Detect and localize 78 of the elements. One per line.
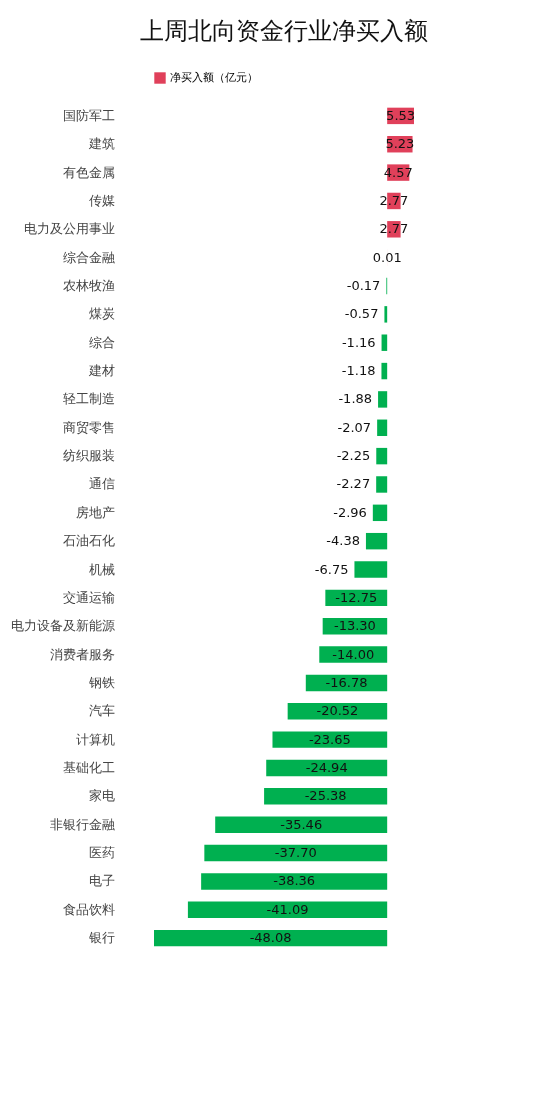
data-label: -24.94 [305, 759, 348, 775]
data-label: 5.53 [386, 107, 416, 123]
data-label: -2.27 [336, 476, 371, 492]
bar [215, 816, 388, 833]
data-label: -48.08 [249, 930, 292, 946]
bar [377, 419, 388, 436]
data-label: -14.00 [332, 646, 375, 662]
y-tick-label: 商贸零售 [62, 419, 115, 435]
y-tick-label: 钢铁 [87, 674, 115, 690]
data-label: 0.01 [372, 249, 402, 265]
y-tick-label: 纺织服装 [62, 448, 115, 464]
bar [204, 844, 388, 862]
bar [376, 447, 388, 465]
data-label: 2.77 [379, 221, 409, 237]
y-tick-label: 有色金属 [62, 164, 115, 180]
data-label: -2.07 [337, 419, 372, 435]
y-tick-label: 机械 [88, 561, 115, 577]
y-tick-label: 农林牧渔 [62, 278, 115, 294]
data-label: -1.18 [341, 363, 376, 379]
data-label: -35.46 [280, 816, 323, 832]
bar [381, 334, 388, 351]
y-tick-label: 传媒 [88, 192, 115, 208]
bar [354, 561, 388, 578]
bar [376, 476, 388, 493]
data-label: -23.65 [308, 731, 351, 747]
data-label: -38.36 [273, 873, 316, 889]
y-tick-label: 食品饮料 [62, 901, 115, 917]
legend-label: 净买入额（亿元） [170, 71, 258, 84]
y-tick-label: 建材 [87, 363, 115, 379]
y-tick-label: 医药 [88, 845, 115, 861]
y-tick-label: 电力设备及新能源 [10, 618, 115, 634]
data-label: -0.57 [344, 306, 379, 322]
bar [378, 391, 388, 408]
y-tick-label: 综合 [88, 334, 115, 350]
y-tick-label: 房地产 [75, 504, 115, 520]
data-label: -12.75 [335, 589, 378, 605]
bar [381, 362, 388, 380]
data-label: -1.88 [338, 391, 373, 407]
data-label: -0.17 [346, 278, 381, 294]
bar [384, 306, 388, 323]
y-tick-label: 银行 [87, 930, 115, 946]
data-label: -41.09 [266, 901, 309, 917]
y-tick-label: 通信 [88, 476, 115, 492]
y-tick-label: 计算机 [75, 731, 115, 747]
y-tick-label: 家电 [88, 788, 115, 804]
data-label: -6.75 [314, 561, 349, 577]
y-tick-label: 石油石化 [62, 533, 115, 549]
y-tick-label: 非银行金融 [49, 816, 115, 832]
bar [272, 731, 388, 748]
y-tick-label: 综合金融 [62, 249, 115, 265]
y-tick-label: 国防军工 [62, 107, 115, 123]
y-tick-label: 汽车 [88, 703, 115, 719]
bar [372, 504, 388, 522]
bar [365, 532, 388, 550]
data-label: -2.25 [336, 448, 371, 464]
y-tick-label: 交通运输 [62, 589, 115, 605]
y-tick-label: 电力及公用事业 [23, 221, 115, 237]
data-label: 2.77 [379, 192, 409, 208]
bar [287, 703, 388, 720]
data-label: -1.16 [341, 334, 376, 350]
bar [187, 901, 388, 918]
bar [201, 873, 388, 890]
data-label: -20.52 [316, 703, 359, 719]
y-tick-label: 基础化工 [62, 759, 115, 775]
data-label: -16.78 [325, 674, 368, 690]
data-label: -13.30 [333, 618, 376, 634]
y-tick-label: 建筑 [87, 136, 115, 152]
bar [264, 788, 388, 805]
chart-title: 上周北向资金行业净买入额 [140, 17, 428, 45]
data-label: -4.38 [326, 533, 360, 549]
bar [154, 929, 388, 947]
data-label: -37.70 [274, 845, 317, 861]
y-tick-label: 轻工制造 [62, 391, 115, 407]
y-tick-label: 消费者服务 [49, 646, 115, 662]
y-tick-label: 煤炭 [88, 306, 115, 322]
y-tick-label: 电子 [88, 873, 115, 889]
data-label: -25.38 [304, 788, 347, 804]
data-label: -2.96 [333, 504, 367, 520]
